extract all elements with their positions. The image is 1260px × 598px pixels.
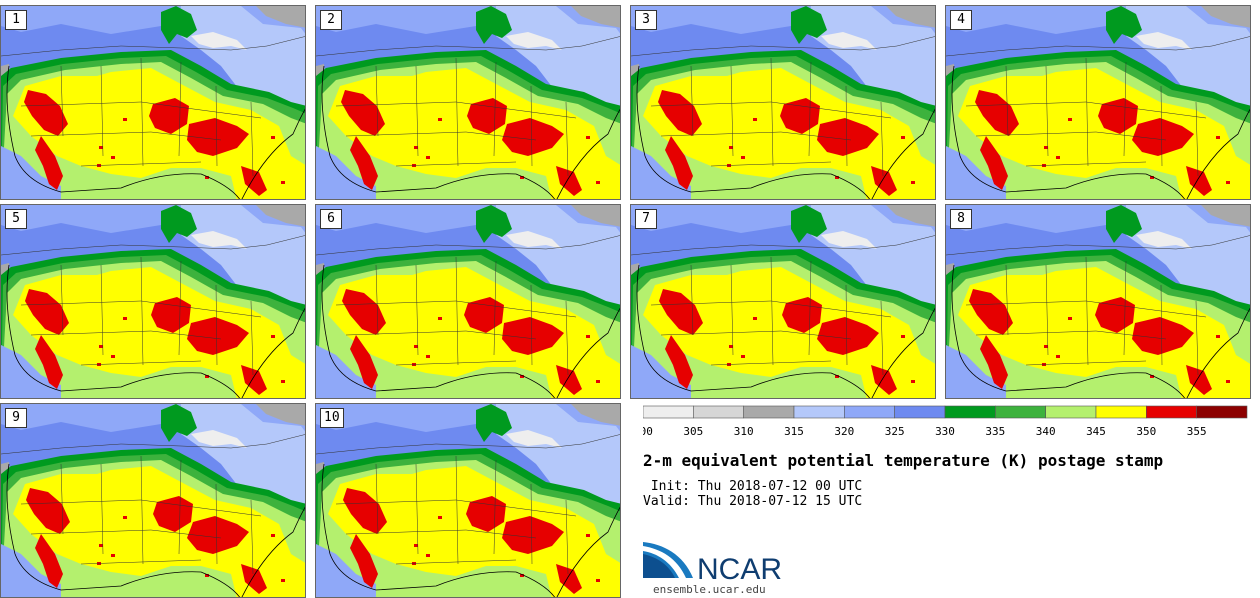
colorbar-segment: [995, 405, 1046, 419]
theta-e-map: [1, 404, 305, 597]
colorbar-segment: [643, 405, 694, 419]
member-label: 4: [950, 10, 972, 30]
colorbar-tick-label: 345: [1086, 425, 1106, 438]
stamp-panel-5: 5: [0, 204, 306, 399]
logo-url: ensemble.ucar.edu: [653, 583, 766, 596]
colorbar-tick-label: 300: [643, 425, 653, 438]
stamp-panel-6: 6: [315, 204, 621, 399]
colorbar-tick-label: 355: [1187, 425, 1207, 438]
theta-e-map: [946, 205, 1250, 398]
theta-e-map: [316, 404, 620, 597]
theta-e-map: [631, 6, 935, 199]
colorbar-tick-label: 350: [1136, 425, 1156, 438]
init-time: Init: Thu 2018-07-12 00 UTC: [643, 479, 863, 494]
stamp-panel-1: 1: [0, 5, 306, 200]
stamp-panel-9: 9: [0, 403, 306, 598]
theta-e-map: [1, 205, 305, 398]
member-label: 1: [5, 10, 27, 30]
stamp-panel-7: 7: [630, 204, 936, 399]
member-label: 10: [320, 408, 344, 428]
colorbar-tick-label: 330: [935, 425, 955, 438]
stamp-panel-2: 2: [315, 5, 621, 200]
colorbar-segment: [1045, 405, 1097, 419]
theta-e-map: [631, 205, 935, 398]
colorbar-tick-label: 325: [885, 425, 905, 438]
ncar-logo: NCAR: [643, 542, 782, 584]
member-label: 5: [5, 209, 27, 229]
colorbar-tick-label: 340: [1036, 425, 1056, 438]
stamp-panel-8: 8: [945, 204, 1251, 399]
plot-title: 2-m equivalent potential temperature (K)…: [643, 451, 1164, 470]
theta-e-map: [946, 6, 1250, 199]
theta-e-map: [316, 205, 620, 398]
theta-e-map: [1, 6, 305, 199]
member-label: 3: [635, 10, 657, 30]
colorbar-segment: [793, 405, 845, 419]
colorbar-segment: [743, 405, 795, 419]
member-label: 6: [320, 209, 342, 229]
stamp-panel-10: 10: [315, 403, 621, 598]
colorbar: 300 305 310 315 320 325 330 335 340 345 350 355: [643, 405, 1248, 438]
member-label: 9: [5, 408, 27, 428]
member-label: 2: [320, 10, 342, 30]
theta-e-map: [316, 6, 620, 199]
colorbar-tick-label: 310: [734, 425, 754, 438]
colorbar-tick-label: 305: [683, 425, 703, 438]
colorbar-tick-label: 335: [985, 425, 1005, 438]
logo-swoosh-light: [643, 546, 686, 578]
member-label: 7: [635, 209, 657, 229]
colorbar-segment: [1095, 405, 1147, 419]
colorbar-segment: [1196, 405, 1248, 419]
valid-time: Valid: Thu 2018-07-12 15 UTC: [643, 494, 863, 509]
colorbar-tick-label: 315: [784, 425, 804, 438]
colorbar-segment: [693, 405, 744, 419]
stamp-panel-4: 4: [945, 5, 1251, 200]
colorbar-tick-label: 320: [834, 425, 854, 438]
stamp-panel-3: 3: [630, 5, 936, 200]
logo-text: NCAR: [697, 553, 782, 584]
colorbar-segment: [944, 405, 996, 419]
colorbar-segment: [894, 405, 946, 419]
member-label: 8: [950, 209, 972, 229]
colorbar-segment: [844, 405, 895, 419]
colorbar-segment: [1146, 405, 1197, 419]
